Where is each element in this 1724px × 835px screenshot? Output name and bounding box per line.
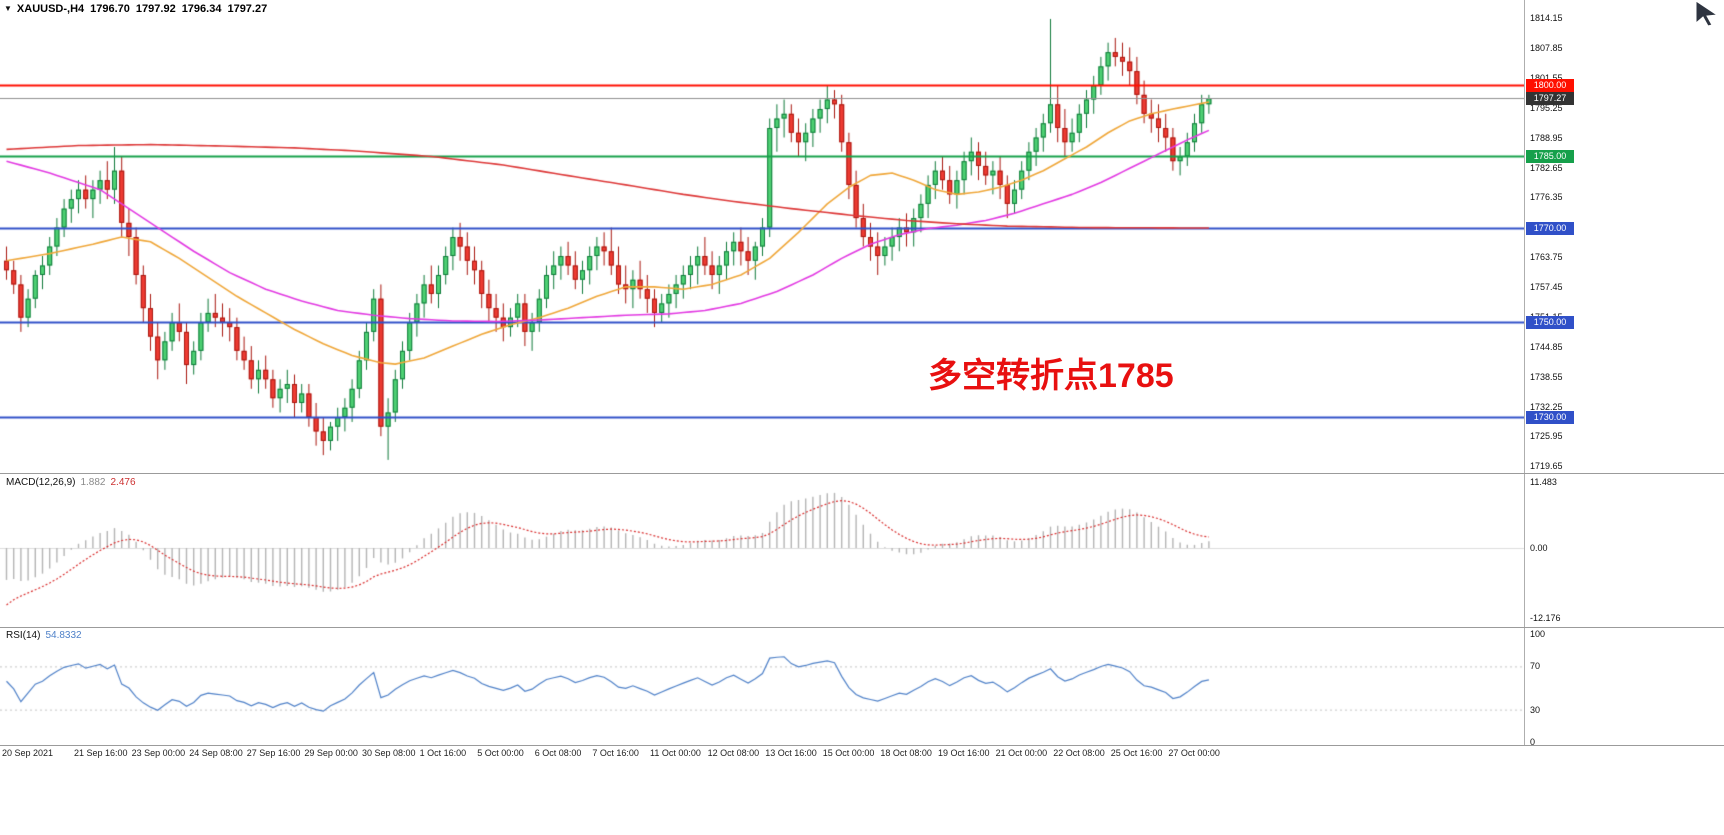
rsi-value: 54.8332 (45, 630, 82, 641)
macd-indicator-panel[interactable] (0, 474, 1524, 626)
main-price-chart[interactable] (0, 0, 1524, 473)
x-axis-date-label: 13 Oct 16:00 (765, 748, 817, 758)
y-axis-price-label: 1807.85 (1530, 43, 1563, 54)
chart-text-annotation[interactable]: 多空转折点1785 (928, 357, 1174, 395)
x-axis-date-label: 18 Oct 08:00 (880, 748, 932, 758)
y-axis-price-label: 1744.85 (1530, 341, 1563, 352)
ohlc-low: 1796.34 (181, 3, 222, 15)
x-axis-date-label: 27 Sep 16:00 (246, 748, 301, 758)
x-axis-date-label: 5 Oct 00:00 (477, 748, 524, 758)
panel-divider[interactable] (0, 473, 1724, 474)
panel-divider (0, 745, 1724, 746)
x-axis-date-label: 21 Sep 16:00 (74, 748, 128, 758)
x-axis-date-label: 12 Oct 08:00 (707, 748, 760, 758)
x-axis-date-label: 25 Oct 16:00 (1110, 748, 1163, 758)
rsi-scale-label: 100 (1530, 629, 1546, 639)
rsi-indicator-label: RSI(14) 54.8332 (6, 630, 82, 641)
macd-scale-label: 11.483 (1530, 476, 1557, 487)
x-axis-date-label: 30 Sep 08:00 (362, 748, 416, 758)
x-axis-date-label: 15 Oct 00:00 (822, 748, 875, 758)
symbol-menu-icon[interactable]: ▼ (4, 4, 12, 13)
macd-scale-label: 0.00 (1530, 543, 1548, 553)
price-scale-border (1524, 0, 1525, 745)
y-axis-price-label: 1795.25 (1530, 102, 1563, 113)
current-price-tag: 1797.27 (1526, 92, 1574, 106)
mouse-cursor-icon (1694, 0, 1720, 31)
macd-indicator-label: MACD(12,26,9) 1.882 2.476 (6, 477, 136, 488)
x-axis-date-label: 21 Oct 00:00 (995, 748, 1048, 758)
y-axis-price-label: 1757.45 (1530, 282, 1563, 293)
x-axis-date-label: 6 Oct 08:00 (534, 748, 582, 758)
price-tag-1750.00: 1750.00 (1526, 316, 1574, 330)
price-tag-1730.00: 1730.00 (1526, 411, 1574, 425)
y-axis-price-label: 1738.55 (1530, 371, 1563, 382)
ohlc-open: 1796.70 (90, 3, 130, 15)
y-axis-price-label: 1814.15 (1530, 13, 1563, 24)
x-axis-date-label: 27 Oct 00:00 (1168, 748, 1220, 758)
x-axis-date-label: 19 Oct 16:00 (938, 748, 990, 758)
rsi-indicator-panel[interactable] (0, 628, 1524, 745)
x-axis-date-label: 11 Oct 00:00 (650, 748, 701, 758)
macd-signal-value: 2.476 (110, 477, 136, 488)
macd-name: MACD(12,26,9) (6, 477, 76, 488)
panel-divider[interactable] (0, 627, 1724, 628)
y-axis-price-label: 1725.95 (1530, 431, 1563, 442)
price-tag-1770.00: 1770.00 (1526, 221, 1574, 235)
y-axis-price-label: 1719.65 (1530, 461, 1563, 472)
y-axis-price-label: 1782.65 (1530, 162, 1563, 173)
price-tag-1785.00: 1785.00 (1526, 150, 1574, 164)
rsi-name: RSI(14) (6, 630, 41, 641)
x-axis-date-label: 24 Sep 08:00 (189, 748, 243, 758)
rsi-scale-label: 30 (1530, 704, 1541, 715)
y-axis-price-label: 1801.55 (1530, 72, 1563, 83)
rsi-scale-label: 0 (1530, 737, 1536, 747)
y-axis-price-label: 1776.35 (1530, 192, 1563, 203)
y-axis-price-label: 1763.75 (1530, 252, 1563, 263)
symbol-period-label: XAUUSD-,H4 (16, 3, 85, 15)
chart-title-bar: ▼ XAUUSD-,H4 1796.70 1797.92 1796.34 1797.27 (4, 3, 267, 15)
x-axis-date-label: 1 Oct 16:00 (419, 748, 467, 758)
macd-main-value: 1.882 (80, 477, 106, 488)
y-axis-price-label: 1788.95 (1530, 132, 1563, 143)
x-axis-date-label: 29 Sep 00:00 (304, 748, 358, 758)
rsi-scale-label: 70 (1530, 661, 1541, 672)
macd-scale-label: -12.176 (1530, 612, 1561, 623)
x-axis-date-label: 7 Oct 16:00 (592, 748, 639, 758)
ohlc-high: 1797.92 (135, 3, 176, 15)
price-tag-1800.00: 1800.00 (1526, 79, 1574, 93)
y-axis-price-label: 1732.25 (1530, 401, 1563, 412)
x-axis-date-label: 20 Sep 2021 (2, 748, 54, 758)
x-axis-date-label: 23 Sep 00:00 (131, 748, 186, 758)
x-axis-date-label: 22 Oct 08:00 (1053, 748, 1105, 758)
ohlc-close: 1797.27 (227, 3, 268, 15)
